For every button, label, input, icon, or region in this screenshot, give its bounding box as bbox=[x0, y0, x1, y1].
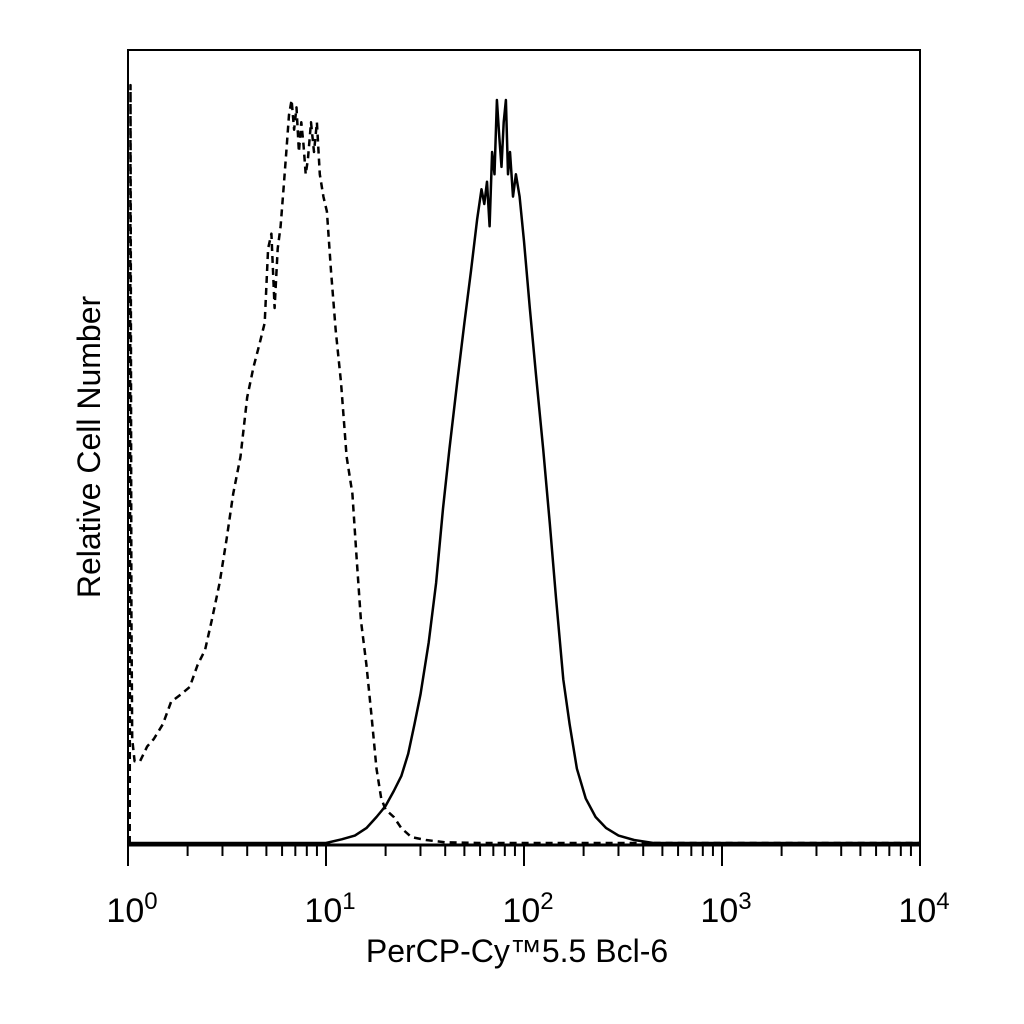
x-tick-label-exponent: 1 bbox=[342, 888, 355, 915]
x-tick-label-base: 10 bbox=[106, 892, 144, 930]
x-tick-label-base: 10 bbox=[700, 892, 738, 930]
x-tick-label-base: 10 bbox=[502, 892, 540, 930]
x-tick-label: 102 bbox=[502, 888, 553, 930]
x-tick-label: 104 bbox=[898, 888, 949, 930]
stained-histogram-line bbox=[128, 98, 920, 845]
x-tick-labels: 100 101 102 103 104 bbox=[106, 888, 949, 930]
x-tick-label-base: 10 bbox=[898, 892, 936, 930]
y-axis-label: Relative Cell Number bbox=[71, 295, 107, 598]
control-histogram-line bbox=[128, 83, 920, 845]
plot-frame bbox=[127, 49, 921, 846]
series-layer bbox=[128, 83, 920, 845]
x-ticks bbox=[127, 845, 921, 866]
x-tick-label: 103 bbox=[700, 888, 751, 930]
x-tick-label-exponent: 2 bbox=[540, 888, 553, 915]
x-axis-label: PerCP-Cy™5.5 Bcl-6 bbox=[366, 933, 668, 969]
x-tick-label: 100 bbox=[106, 888, 157, 930]
x-tick-label-base: 10 bbox=[304, 892, 342, 930]
x-tick-label: 101 bbox=[304, 888, 355, 930]
x-tick-label-exponent: 0 bbox=[144, 888, 157, 915]
x-tick-label-exponent: 3 bbox=[738, 888, 751, 915]
x-tick-label-exponent: 4 bbox=[936, 888, 949, 915]
plot-area bbox=[127, 49, 921, 866]
